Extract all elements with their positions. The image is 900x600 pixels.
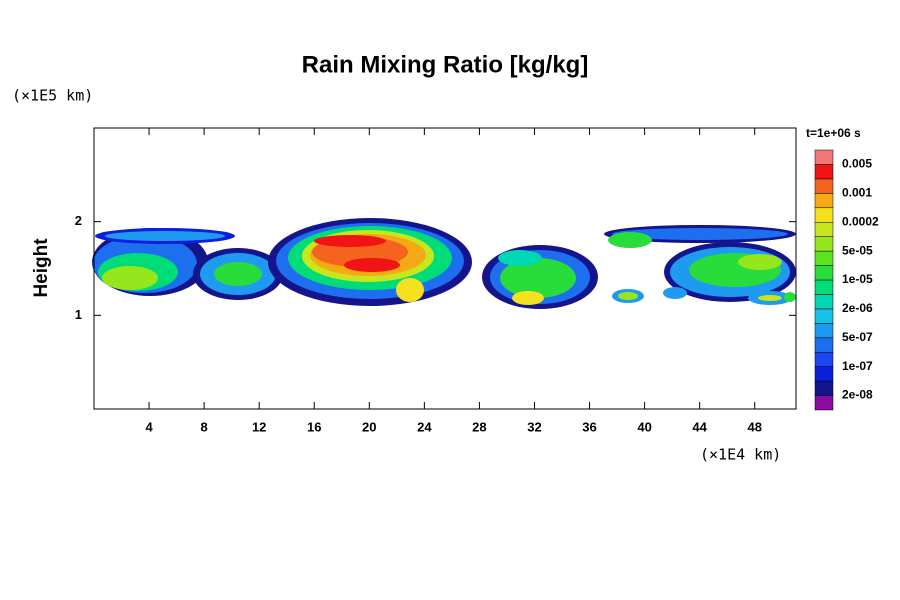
x-tick-label: 32 <box>527 419 541 434</box>
colorbar-label: 2e-06 <box>842 301 873 315</box>
colorbar-label: 5e-07 <box>842 330 873 344</box>
contour-region <box>344 258 400 272</box>
x-tick-label: 8 <box>201 419 208 434</box>
colorbar-box <box>814 294 834 310</box>
contour-region <box>498 250 542 266</box>
colorbar-box <box>814 149 834 165</box>
colorbar-box <box>814 236 834 252</box>
contour-region <box>784 292 796 302</box>
colorbar-box <box>814 164 834 180</box>
y-tick-label: 1 <box>75 307 82 322</box>
colorbar-label: 1e-05 <box>842 272 873 286</box>
x-unit: (×1E4 km) <box>700 446 781 464</box>
contour-region <box>396 278 424 302</box>
colorbar-box <box>814 279 834 295</box>
x-tick-label: 16 <box>307 419 321 434</box>
colorbar-box <box>814 250 834 266</box>
colorbar-box <box>814 221 834 237</box>
x-tick-label: 4 <box>145 419 153 434</box>
colorbar-box <box>814 308 834 324</box>
x-tick-label: 24 <box>417 419 432 434</box>
time-label: t=1e+06 s <box>806 126 861 140</box>
x-tick-label: 36 <box>582 419 596 434</box>
contour-region <box>618 292 638 300</box>
colorbar-box <box>814 366 834 382</box>
x-tick-label: 28 <box>472 419 486 434</box>
x-tick-label: 48 <box>747 419 761 434</box>
colorbar-box <box>814 380 834 396</box>
colorbar-label: 0.001 <box>842 186 872 200</box>
contour-region <box>738 254 782 270</box>
colorbar-box <box>814 351 834 367</box>
contour-region <box>500 258 576 298</box>
x-tick-label: 40 <box>637 419 651 434</box>
colorbar-label: 0.0002 <box>842 214 879 228</box>
colorbar-label: 0.005 <box>842 157 872 171</box>
plot-frame <box>93 127 797 410</box>
y-unit: (×1E5 km) <box>12 87 93 105</box>
colorbar-label: 2e-08 <box>842 388 873 402</box>
y-tick-label: 2 <box>75 213 82 228</box>
colorbar-box <box>814 395 834 411</box>
colorbar-label: 5e-05 <box>842 243 873 257</box>
x-tick-label: 12 <box>252 419 266 434</box>
colorbar-box <box>814 193 834 209</box>
contour-region <box>105 231 225 241</box>
colorbar-label: 1e-07 <box>842 359 873 373</box>
y-axis-title: Height <box>31 238 52 298</box>
contour-region <box>608 232 652 248</box>
x-tick-label: 44 <box>692 419 707 434</box>
colorbar-box <box>814 265 834 281</box>
colorbar-box <box>814 178 834 194</box>
contour-region <box>758 295 782 301</box>
contour-region <box>512 291 544 305</box>
contour-region <box>663 287 687 299</box>
contour-region <box>314 235 386 247</box>
chart-title: Rain Mixing Ratio [kg/kg] <box>302 51 589 78</box>
colorbar-box <box>814 337 834 353</box>
colorbar-box <box>814 207 834 223</box>
contour-region <box>214 262 262 286</box>
colorbar-box <box>814 323 834 339</box>
contour-region <box>612 228 788 240</box>
contour-region <box>102 266 158 290</box>
x-tick-label: 20 <box>362 419 376 434</box>
